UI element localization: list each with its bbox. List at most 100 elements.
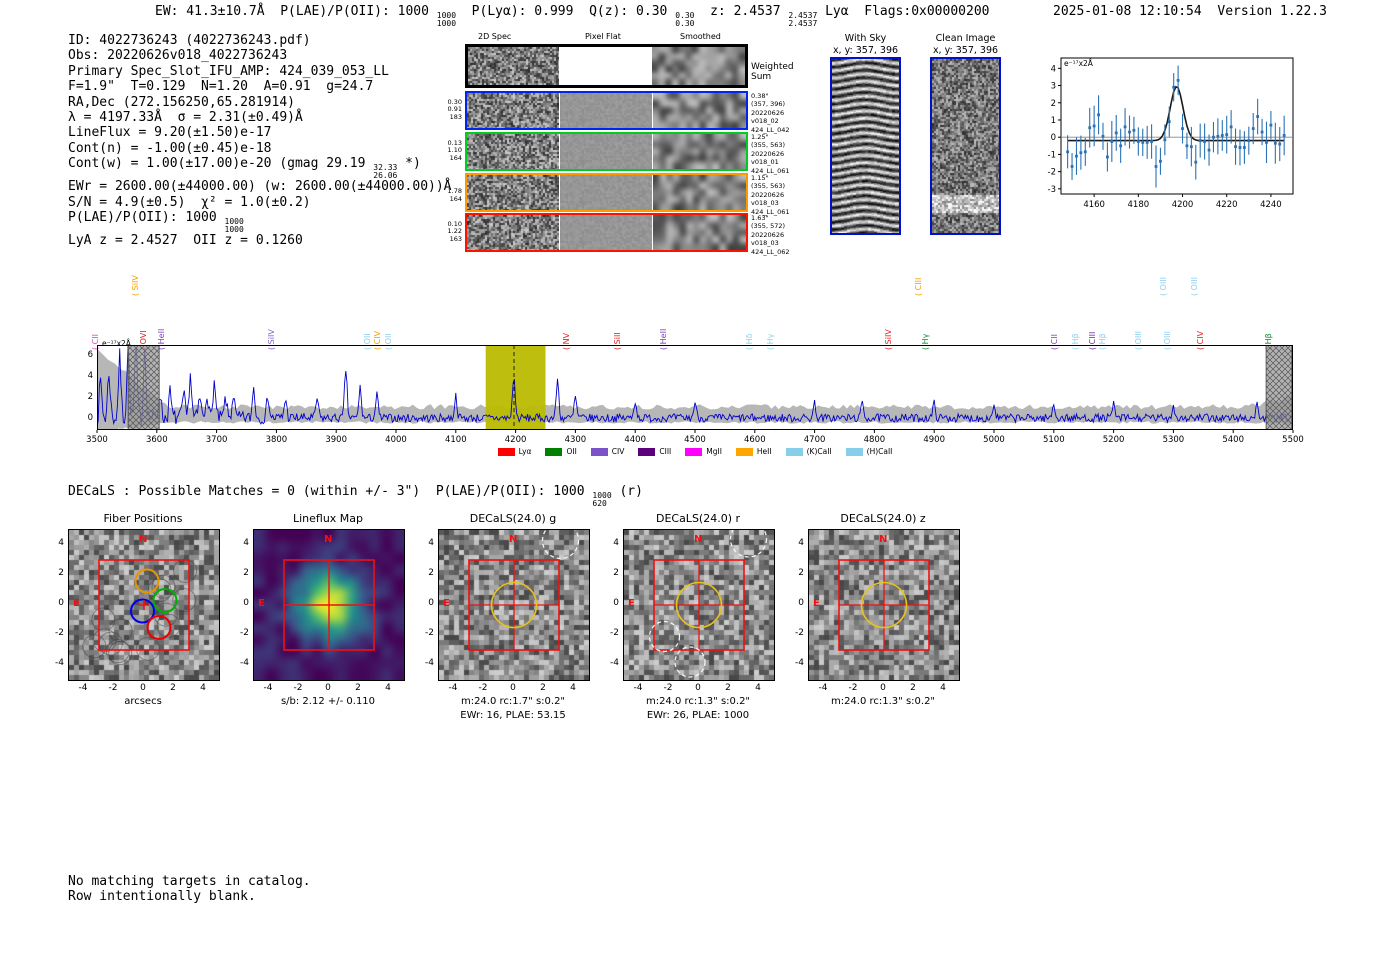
spec2d-left-label: 164 xyxy=(449,153,462,162)
cutout-ytick: 4 xyxy=(613,538,619,548)
spec2d-row-3-col-1-image xyxy=(560,175,652,210)
spectrum-xtick: 4800 xyxy=(863,435,886,445)
cutout-xtick: 2 xyxy=(910,683,916,693)
compass-east: E xyxy=(628,598,635,609)
compass-east: E xyxy=(73,598,80,609)
spec2d-right-label: 20220626 xyxy=(751,108,785,117)
svg-text:4200: 4200 xyxy=(1172,200,1194,210)
spec2d-col-header-3: Smoothed xyxy=(680,32,721,41)
info-line-2: Obs: 20220626v018_4022736243 xyxy=(68,48,288,64)
cutout-caption-1: m:24.0 rc:1.3" s:0.2" xyxy=(645,696,751,707)
compass-north: N xyxy=(324,534,333,545)
cutout-overlay xyxy=(82,558,198,666)
svg-text:4220: 4220 xyxy=(1216,200,1238,210)
cutout-ytick: -4 xyxy=(425,658,434,668)
cutout-caption-1: s/b: 2.12 +/- 0.110 xyxy=(280,696,376,707)
spectrum-xtick: 3800 xyxy=(265,435,288,445)
cutout-ytick: -2 xyxy=(795,628,804,638)
cutout-xtick: -2 xyxy=(478,683,488,693)
cutout-ytick: 0 xyxy=(243,598,249,608)
emission-line-label-CIII: ( CIII xyxy=(914,277,924,296)
sky-panel-title-0: With Sky x, y: 357, 396 xyxy=(830,33,901,56)
spectrum-xtick: 4900 xyxy=(923,435,945,445)
spectrum-xtick: 5400 xyxy=(1222,435,1244,445)
spec2d-right-label: 424_LL_042 xyxy=(751,125,790,134)
spectrum-xtick: 4200 xyxy=(504,435,527,445)
spec2d-right-label: 1.25" xyxy=(751,133,769,141)
spectrum-xtick: 5200 xyxy=(1102,435,1125,445)
spec2d-right-label: 20220626 xyxy=(751,230,785,239)
spectrum-xtick: 4600 xyxy=(743,435,766,445)
svg-text:-1: -1 xyxy=(1048,150,1056,160)
spec2d-left-label: 0.10 xyxy=(447,219,462,228)
cutout-xtick: 2 xyxy=(725,683,731,693)
spec2d-col-header-2: Pixel Flat xyxy=(585,32,621,41)
spec2d-row-3-right-labels: 1.15" (355, 563) 20220626 v018_03 424_LL_061 xyxy=(751,174,813,216)
cutout-ytick: -2 xyxy=(240,628,249,638)
cutout-title-2: DECaLS(24.0) g xyxy=(469,512,557,525)
info-line-8: Cont(n) = -1.00(±0.45)e-18 xyxy=(68,140,272,156)
spec2d-right-label: Weighted xyxy=(751,62,794,72)
spec2d-row-4-col-2-image xyxy=(653,215,746,250)
spec2d-row-2-right-labels: 1.25" (355, 563) 20220626 v018_01 424_LL_061 xyxy=(751,133,813,175)
detection-info-block: ID: 4022736243 (4022736243.pdf) Obs: 2022… xyxy=(68,33,452,248)
spec2d-left-label: 1.10 xyxy=(447,146,462,155)
spec2d-left-label: 0.91 xyxy=(447,105,462,114)
cutout-ytick: -4 xyxy=(610,658,619,668)
cutout-xtick: 2 xyxy=(540,683,546,693)
cutout-xtick: 4 xyxy=(940,683,946,693)
spec2d-row-3-left-labels: 1.78 164 xyxy=(440,181,462,204)
cutout-ytick: 4 xyxy=(243,538,249,548)
footer-line-1: No matching targets in catalog. xyxy=(68,874,311,889)
cutout-ytick: 4 xyxy=(58,538,64,548)
legend-label: HeII xyxy=(756,447,772,456)
stacked-fraction: 1000 620 xyxy=(592,491,612,508)
spec2d-right-label: (357, 396) xyxy=(751,100,786,109)
legend-item-Lyα: Lyα xyxy=(497,447,531,456)
emission-line-label-OIII: ( OIII xyxy=(1189,276,1199,296)
legend-swatch xyxy=(545,447,563,456)
legend-item-(K)CaII: (K)CaII xyxy=(785,447,832,456)
legend-item-CIII: CIII xyxy=(638,447,671,456)
clean-canvas xyxy=(932,59,999,233)
report-version: Version 1.22.3 xyxy=(1217,4,1327,19)
spec2d-left-label: 0.13 xyxy=(447,138,462,147)
spec2d-right-label: 20220626 xyxy=(751,190,785,199)
svg-text:-3: -3 xyxy=(1048,185,1056,195)
cutout-caption-1: m:24.0 rc:1.7" s:0.2" xyxy=(460,696,566,707)
spec2d-left-label: 183 xyxy=(449,112,462,121)
stacked-fraction: 2.4537 2.4537 xyxy=(788,11,818,28)
cutout-overlay xyxy=(838,559,930,651)
spectrum-xtick: 5100 xyxy=(1042,435,1065,445)
cutout-xtick: -2 xyxy=(848,683,858,693)
cutout-xtick: -2 xyxy=(108,683,118,693)
spectrum-ytick: 6 xyxy=(87,350,93,361)
spec2d-row-1-right-labels: 0.38" (357, 396) 20220626 v018_02 424_LL_042 xyxy=(751,92,813,134)
emission-line-label-SiIV: ( SiIV xyxy=(130,275,140,296)
cutout-ytick: 2 xyxy=(243,568,249,578)
spec2d-left-label: 1.22 xyxy=(447,227,462,236)
svg-text:4180: 4180 xyxy=(1128,200,1150,210)
sky-panel-title-1: Clean Image x, y: 357, 396 xyxy=(930,33,1001,56)
cutout-xtick: 0 xyxy=(880,683,886,693)
cutout-ytick: -4 xyxy=(55,658,64,668)
spectrum-xtick: 4100 xyxy=(444,435,467,445)
spec2d-row-1 xyxy=(465,91,748,130)
legend-label: CIV xyxy=(611,447,625,456)
sky-panel-subtitle-text: x, y: 357, 396 xyxy=(832,44,899,56)
legend-swatch xyxy=(638,447,656,456)
spec2d-right-label: v018_01 xyxy=(751,158,779,167)
cutout-caption-2: EWr: 26, PLAE: 1000 xyxy=(646,710,750,721)
spec2d-row-0-right-labels: Weighted Sum xyxy=(751,62,813,82)
compass-north: N xyxy=(879,534,888,545)
svg-text:1: 1 xyxy=(1051,116,1056,126)
cutout-title-0: Fiber Positions xyxy=(103,512,183,525)
cutout-title-1: Lineflux Map xyxy=(292,512,364,525)
svg-text:-2: -2 xyxy=(1048,168,1056,178)
cutout-ytick: 0 xyxy=(798,598,804,608)
spec2d-left-label: 1.78 xyxy=(447,187,462,196)
cutout-xtick: -4 xyxy=(448,683,458,693)
